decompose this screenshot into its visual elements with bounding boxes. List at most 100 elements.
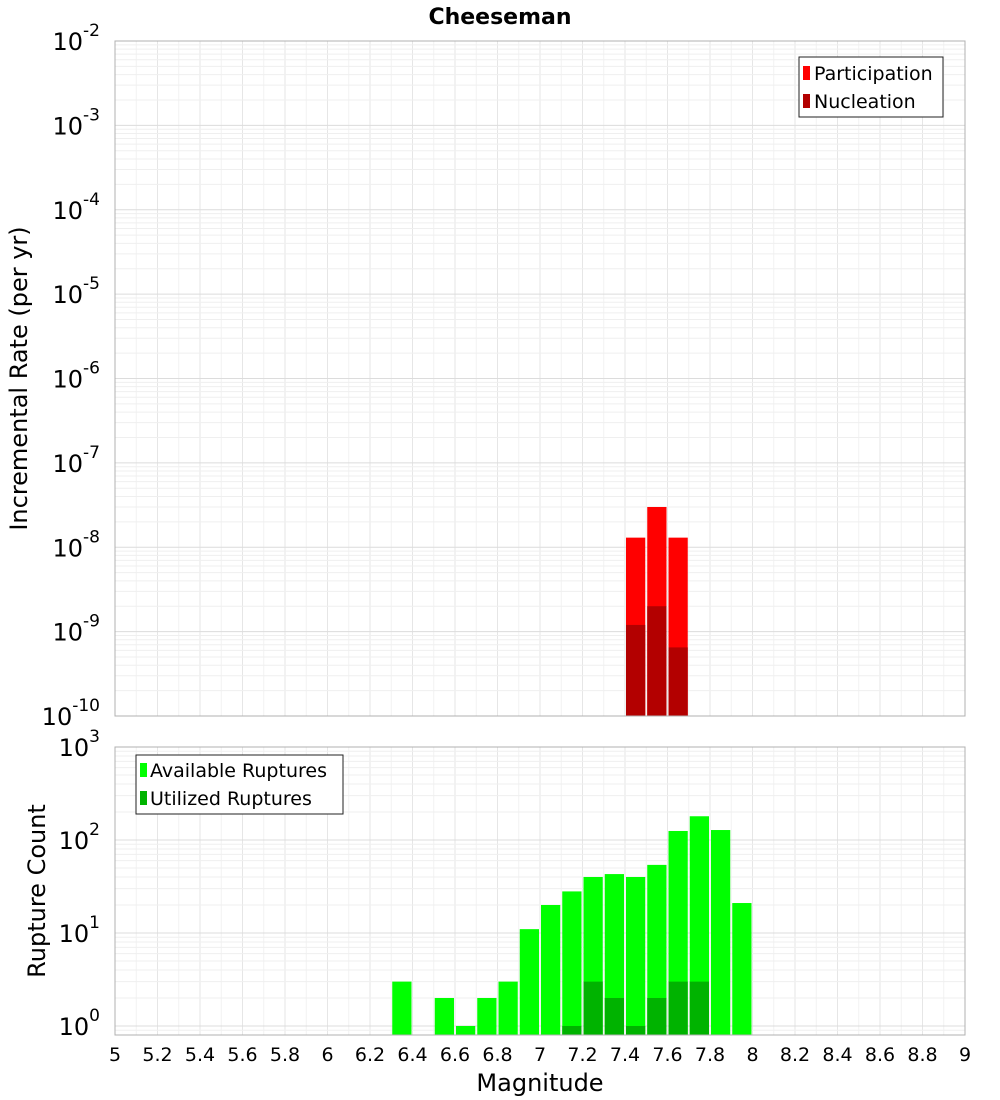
top-legend xyxy=(798,56,944,118)
top-bar-secondary xyxy=(668,647,688,716)
bottom-plot-border xyxy=(114,746,966,1036)
top-y-tick-base: 10 xyxy=(53,534,84,562)
x-tick-label: 6.2 xyxy=(355,1044,385,1066)
top-y-tick-base: 10 xyxy=(53,366,84,394)
bottom-bar-primary xyxy=(732,903,752,1035)
bottom-bar-primary xyxy=(711,830,731,1035)
x-tick-label: 7.4 xyxy=(610,1044,640,1066)
top-y-tick-exponent: -9 xyxy=(83,612,100,632)
bottom-series-1 xyxy=(562,981,709,1035)
x-tick-label: 5.4 xyxy=(185,1044,215,1066)
bottom-bar-primary xyxy=(477,997,497,1035)
bottom-bar-primary xyxy=(434,997,454,1035)
top-bar-secondary xyxy=(647,606,667,716)
top-legend-swatch xyxy=(803,66,810,80)
top-y-tick-exponent: -4 xyxy=(83,190,100,210)
bottom-bar-primary xyxy=(456,1025,476,1035)
x-tick-label: 8.8 xyxy=(907,1044,937,1066)
top-legend-swatch xyxy=(803,94,810,108)
bottom-y-tick-exponent: 1 xyxy=(89,913,100,933)
x-tick-label: 7 xyxy=(534,1044,546,1066)
x-tick-label: 9 xyxy=(959,1044,971,1066)
x-tick-label: 8.4 xyxy=(822,1044,852,1066)
chart-title: Cheeseman xyxy=(428,5,571,30)
bottom-y-tick-base: 10 xyxy=(59,734,90,762)
bottom-y-tick-base: 10 xyxy=(59,1013,90,1041)
top-bar-secondary xyxy=(626,624,646,716)
x-tick-label: 8.6 xyxy=(865,1044,895,1066)
bottom-bar-primary xyxy=(562,891,582,1035)
top-y-tick-label: 10-7 xyxy=(53,443,101,478)
bottom-bar-primary xyxy=(647,864,667,1035)
bottom-bar-secondary xyxy=(689,981,709,1035)
top-series-1 xyxy=(626,606,688,716)
top-y-tick-exponent: -7 xyxy=(83,443,100,463)
bottom-legend-swatch xyxy=(140,763,147,777)
x-tick-label: 7.8 xyxy=(695,1044,725,1066)
bottom-y-tick-exponent: 2 xyxy=(89,820,100,840)
bottom-y-tick-exponent: 3 xyxy=(89,727,100,747)
top-y-tick-base: 10 xyxy=(53,619,84,647)
top-y-axis-label: Incremental Rate (per yr) xyxy=(5,226,33,530)
x-tick-label: 7.6 xyxy=(652,1044,682,1066)
top-y-tick-base: 10 xyxy=(42,703,73,731)
top-y-tick-base: 10 xyxy=(53,450,84,478)
x-tick-label: 5.6 xyxy=(227,1044,257,1066)
top-y-tick-label: 10-5 xyxy=(53,274,101,309)
bottom-bar-secondary xyxy=(583,981,603,1035)
x-tick-label: 5.8 xyxy=(270,1044,300,1066)
top-y-tick-base: 10 xyxy=(53,197,84,225)
bottom-y-tick-base: 10 xyxy=(59,827,90,855)
bottom-bar-primary xyxy=(519,929,539,1035)
top-y-tick-base: 10 xyxy=(53,112,84,140)
bottom-y-tick-label: 100 xyxy=(59,1006,100,1041)
bottom-bar-primary xyxy=(541,904,561,1035)
top-y-tick-exponent: -6 xyxy=(83,359,100,379)
bottom-bar-primary xyxy=(604,874,624,1035)
bottom-bar-secondary xyxy=(668,981,688,1035)
x-tick-label: 6.8 xyxy=(482,1044,512,1066)
top-y-tick-label: 10-4 xyxy=(53,190,101,225)
top-grid xyxy=(114,41,966,717)
x-tick-label: 6.4 xyxy=(397,1044,427,1066)
bottom-legend-label: Utilized Ruptures xyxy=(150,788,312,810)
bottom-legend-label: Available Ruptures xyxy=(150,760,327,782)
bottom-bar-primary xyxy=(626,877,646,1035)
bottom-y-tick-exponent: 0 xyxy=(89,1006,100,1026)
top-y-tick-exponent: -3 xyxy=(83,105,100,125)
top-y-tick-label: 10-3 xyxy=(53,105,101,140)
x-axis-label: Magnitude xyxy=(476,1069,603,1097)
bottom-y-tick-base: 10 xyxy=(59,920,90,948)
top-y-tick-label: 10-2 xyxy=(53,21,101,56)
bottom-bar-secondary xyxy=(626,1025,646,1035)
top-y-tick-label: 10-6 xyxy=(53,359,101,394)
top-plot-border xyxy=(114,40,966,717)
bottom-y-tick-label: 101 xyxy=(59,913,100,948)
bottom-bar-secondary xyxy=(562,1025,582,1035)
bottom-legend-swatch xyxy=(140,791,147,805)
bottom-bar-secondary xyxy=(647,997,667,1035)
x-tick-label: 5 xyxy=(109,1044,121,1066)
bottom-bar-primary xyxy=(689,816,709,1035)
bottom-y-tick-label: 102 xyxy=(59,820,100,855)
x-tick-label: 8 xyxy=(746,1044,758,1066)
top-y-tick-label: 10-10 xyxy=(42,696,100,731)
top-y-tick-base: 10 xyxy=(53,281,84,309)
bottom-y-axis-label: Rupture Count xyxy=(23,804,51,978)
x-tick-label: 6 xyxy=(321,1044,333,1066)
bottom-legend xyxy=(135,754,344,815)
top-legend-label: Nucleation xyxy=(814,91,916,113)
x-tick-label: 5.2 xyxy=(142,1044,172,1066)
bottom-y-tick-label: 103 xyxy=(59,727,100,762)
top-y-tick-exponent: -8 xyxy=(83,527,100,547)
bottom-bar-primary xyxy=(498,981,518,1035)
top-y-tick-label: 10-8 xyxy=(53,527,101,562)
top-y-tick-exponent: -2 xyxy=(83,21,100,41)
bottom-bar-primary xyxy=(392,981,412,1035)
top-y-tick-base: 10 xyxy=(53,28,84,56)
x-tick-label: 7.2 xyxy=(567,1044,597,1066)
bottom-bar-secondary xyxy=(604,997,624,1035)
top-y-tick-label: 10-9 xyxy=(53,612,101,647)
